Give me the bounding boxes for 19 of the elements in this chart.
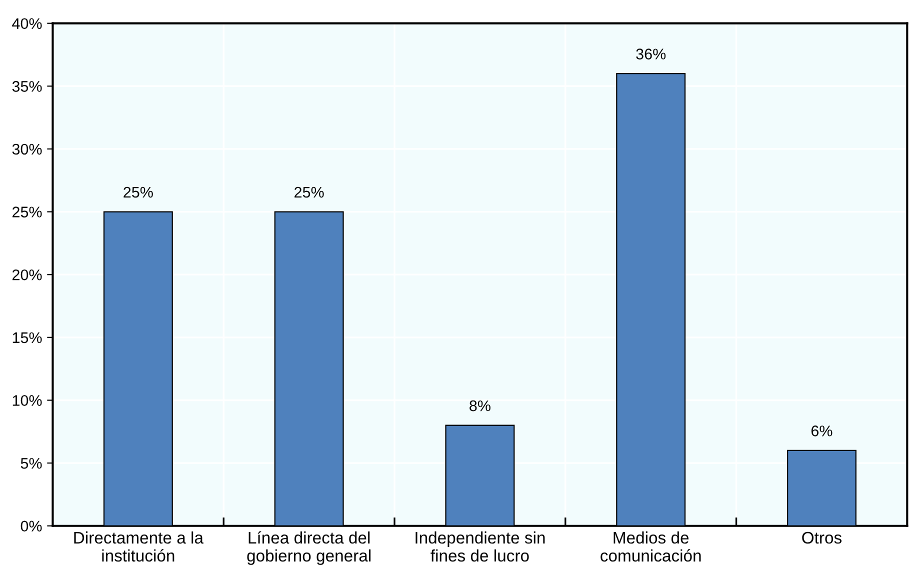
y-tick-label: 25% <box>12 206 42 218</box>
data-label: 25% <box>294 186 324 198</box>
y-tick-label: 35% <box>12 81 42 92</box>
x-tick-label: Línea directa del gobierno general <box>247 531 370 565</box>
y-tick-label: 0% <box>20 520 42 532</box>
data-label: 8% <box>470 400 490 412</box>
y-tick-label: 5% <box>20 458 42 469</box>
y-tick-label: 40% <box>12 18 42 30</box>
x-tick-label: Independiente sin fines de lucro <box>416 531 545 562</box>
data-label: 25% <box>124 186 153 198</box>
data-label: 6% <box>811 426 832 436</box>
x-tick-label: Directamente a la institución <box>74 531 204 562</box>
y-tick-label: 15% <box>12 332 42 344</box>
x-tick-label: Otros <box>802 532 842 544</box>
data-label: 36% <box>636 48 666 60</box>
x-tick-label: Medios de comunicación <box>600 531 701 562</box>
y-tick-label: 30% <box>12 144 42 155</box>
y-tick-label: 10% <box>12 395 42 406</box>
y-tick-label: 20% <box>12 269 42 280</box>
